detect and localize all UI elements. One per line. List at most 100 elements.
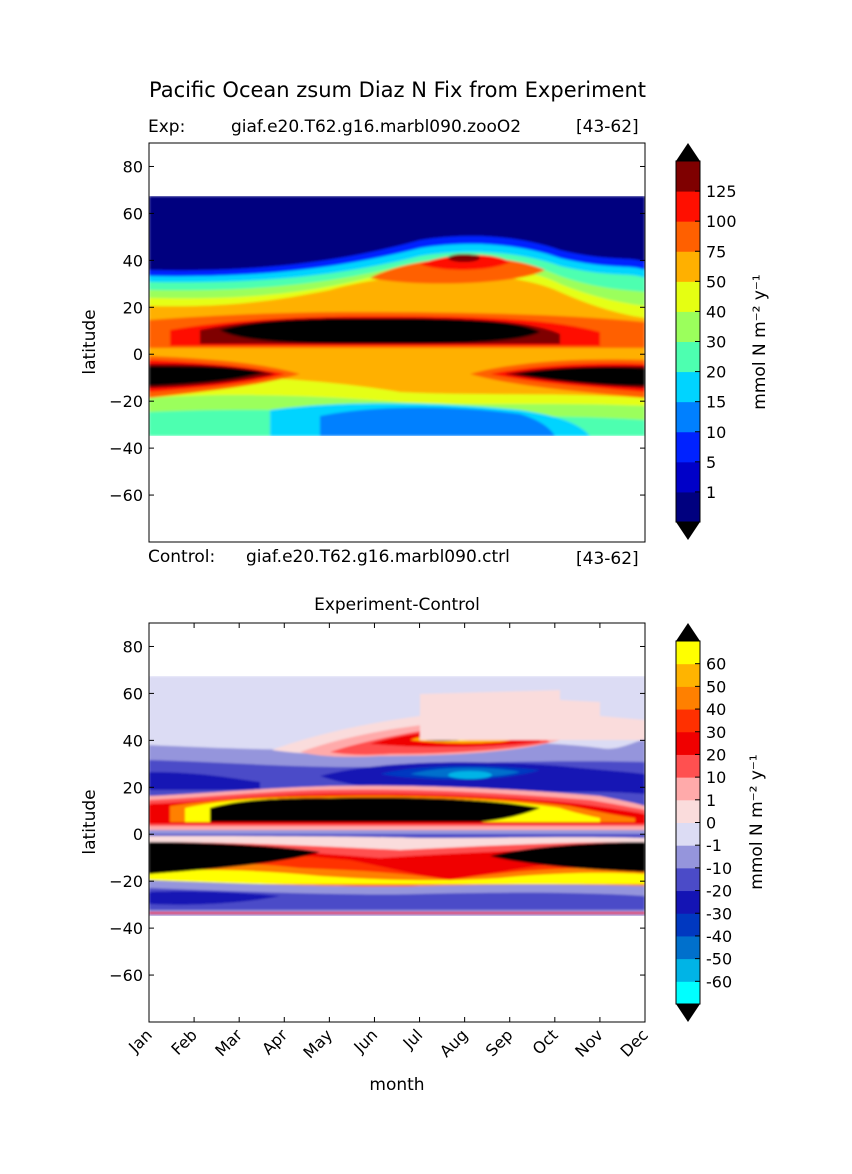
colorbar-tick-label: -10 <box>706 859 732 878</box>
colorbar-tick-label: -40 <box>706 927 732 946</box>
x-tick-label: Oct <box>529 1025 562 1058</box>
colorbar-tick-label: 30 <box>706 333 726 352</box>
diff-x-axis-label: month <box>369 1075 424 1095</box>
colorbar-swatch <box>676 754 700 778</box>
colorbar-tick-label: 1 <box>706 483 716 502</box>
colorbar-swatch <box>676 663 700 687</box>
x-tick-label: Sep <box>482 1025 517 1060</box>
y-tick-label: 80 <box>123 637 143 656</box>
colorbar-swatch <box>676 958 700 982</box>
colorbar-tick-label: 20 <box>706 363 726 382</box>
y-tick-label: 60 <box>123 684 143 703</box>
diff-y-axis-label: latitude <box>80 789 100 854</box>
y-tick-label: 60 <box>123 204 143 223</box>
x-tick-label: Aug <box>436 1025 472 1061</box>
colorbar-tick-label: -20 <box>706 882 732 901</box>
colorbar-swatch <box>676 731 700 755</box>
colorbar-tick-label: 50 <box>706 272 726 291</box>
colorbar-swatch <box>676 461 700 493</box>
colorbar-swatch <box>676 641 700 665</box>
colorbar-swatch <box>676 191 700 222</box>
colorbar-swatch <box>676 251 700 282</box>
y-tick-label: −20 <box>109 392 143 411</box>
colorbar-swatch <box>676 371 700 403</box>
control-case-name: giaf.e20.T62.g16.marbl090.ctrl <box>246 547 510 567</box>
colorbar-tick-label: 40 <box>706 302 726 321</box>
colorbar-swatch <box>676 401 700 433</box>
colorbar-tick-label: 20 <box>706 745 726 764</box>
colorbar-extend-min <box>676 1004 700 1022</box>
diff-y-ticks: 80 60 40 20 0 −20 −40 −60 <box>109 637 645 985</box>
y-tick-label: 80 <box>123 157 143 176</box>
y-tick-label: 0 <box>133 825 143 844</box>
colorbar-swatch <box>676 845 700 869</box>
x-tick-label: Feb <box>167 1025 200 1058</box>
diff-colorbar-label: mmol N m⁻² y⁻¹ <box>747 754 767 889</box>
colorbar-tick-label: 30 <box>706 723 726 742</box>
colorbar-swatch <box>676 981 700 1005</box>
colorbar-swatch <box>676 777 700 801</box>
x-tick-label: Jun <box>349 1025 381 1057</box>
exp-label: Exp: <box>148 117 186 137</box>
y-tick-label: 0 <box>133 345 143 364</box>
exp-y-axis-label: latitude <box>80 309 100 374</box>
diff-field <box>149 676 645 916</box>
colorbar-tick-label: 5 <box>706 453 716 472</box>
x-tick-label: Nov <box>571 1025 607 1061</box>
y-tick-label: 40 <box>123 731 143 750</box>
colorbar-tick-label: 40 <box>706 700 726 719</box>
colorbar-tick-label: 10 <box>706 768 726 787</box>
colorbar-swatch <box>676 799 700 823</box>
exp-year-range: [43-62] <box>576 117 639 137</box>
colorbar-tick-label: 60 <box>706 655 726 674</box>
colorbar-swatch <box>676 709 700 733</box>
colorbar-tick-label: -30 <box>706 904 732 923</box>
colorbar-swatch <box>676 890 700 914</box>
control-year-range: [43-62] <box>576 549 639 569</box>
colorbar-tick-label: 75 <box>706 242 726 261</box>
colorbar-swatch <box>676 221 700 252</box>
diff-panel-title: Experiment-Control <box>314 595 480 615</box>
colorbar-swatch <box>676 935 700 960</box>
x-tick-label: Jan <box>124 1025 156 1057</box>
y-tick-label: −60 <box>109 966 143 985</box>
y-tick-label: 40 <box>123 251 143 270</box>
colorbar-tick-label: 15 <box>706 393 726 412</box>
colorbar-tick-label: 50 <box>706 677 726 696</box>
colorbar-tick-label: 0 <box>706 814 716 833</box>
colorbar-tick-label: 10 <box>706 423 726 442</box>
x-tick-label: May <box>299 1025 336 1062</box>
x-tick-label: Jul <box>399 1025 427 1053</box>
exp-axes-frame <box>148 142 646 543</box>
colorbar-swatch <box>676 341 700 373</box>
colorbar-tick-label: 1 <box>706 791 716 810</box>
y-tick-label: −40 <box>109 919 143 938</box>
colorbar-extend-min <box>676 522 700 540</box>
colorbar-swatch <box>676 281 700 312</box>
colorbar-swatch <box>676 161 700 192</box>
figure-title: Pacific Ocean zsum Diaz N Fix from Exper… <box>149 78 646 102</box>
colorbar-tick-label: -50 <box>706 950 732 969</box>
diff-axes-frame <box>148 622 646 1023</box>
colorbar-tick-label: -1 <box>706 836 722 855</box>
colorbar-swatch <box>676 867 700 892</box>
y-tick-label: −60 <box>109 486 143 505</box>
colorbar-swatch <box>676 311 700 342</box>
x-tick-label: Dec <box>616 1025 651 1060</box>
control-label: Control: <box>148 547 216 567</box>
colorbar-tick-label: -60 <box>706 972 732 991</box>
y-tick-label: 20 <box>123 298 143 317</box>
colorbar-tick-label: 125 <box>706 182 737 201</box>
exp-case-name: giaf.e20.T62.g16.marbl090.zooO2 <box>231 117 522 137</box>
y-tick-label: −40 <box>109 439 143 458</box>
colorbar-swatch <box>676 822 700 846</box>
colorbar-swatch <box>676 913 700 937</box>
colorbar-extend-max <box>676 143 700 161</box>
exp-colorbar-label: mmol N m⁻² y⁻¹ <box>750 274 770 409</box>
colorbar-tick-label: 100 <box>706 212 737 231</box>
colorbar-swatch <box>676 686 700 710</box>
